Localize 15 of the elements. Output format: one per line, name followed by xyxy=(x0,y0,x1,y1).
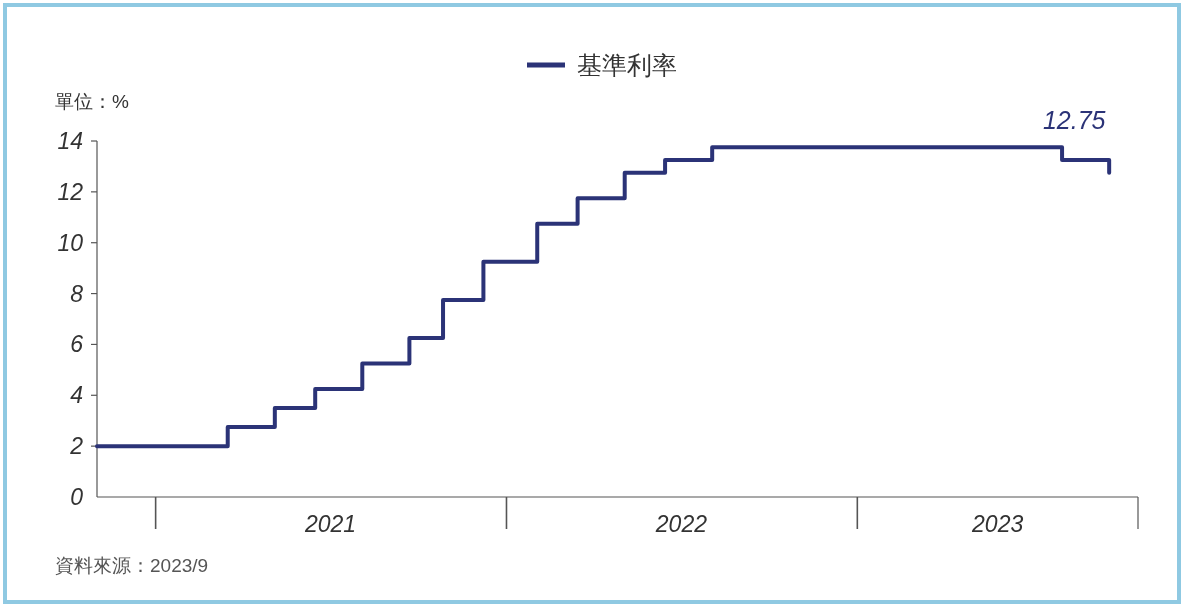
x-tick-label: 2021 xyxy=(303,511,357,537)
source-note: 資料來源：2023/9 xyxy=(55,555,209,576)
x-tick-label: 2023 xyxy=(971,511,1024,537)
y-tick-label: 6 xyxy=(70,331,84,358)
y-tick-label: 14 xyxy=(57,128,83,154)
y-tick-label: 12 xyxy=(57,178,84,205)
y-tick-label: 8 xyxy=(70,280,84,307)
y-tick-label: 0 xyxy=(70,484,84,510)
y-tick-label: 2 xyxy=(69,433,84,460)
data-label: 12.75 xyxy=(1042,106,1106,134)
y-tick-label: 10 xyxy=(57,229,84,256)
y-tick-label: 4 xyxy=(70,382,83,409)
legend-label: 基準利率 xyxy=(577,51,677,79)
y-axis-title: 單位：% xyxy=(55,91,129,112)
x-tick-label: 2022 xyxy=(654,511,708,537)
